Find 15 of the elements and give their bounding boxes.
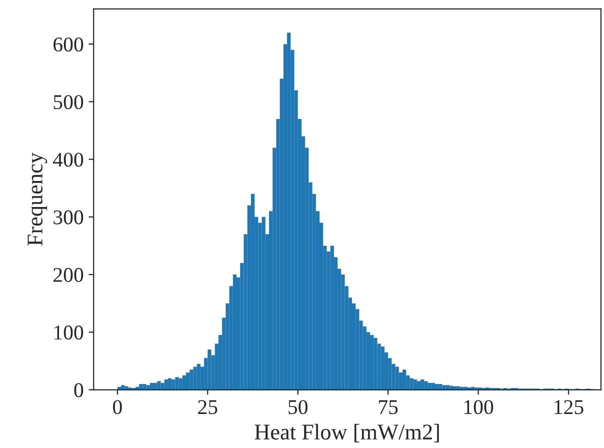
y-tick-label: 600 (54, 37, 84, 52)
x-tick-label: 25 (198, 400, 218, 414)
y-tick-label: 500 (54, 95, 84, 110)
x-axis-title: Heat Flow [mW/m2] (254, 424, 439, 442)
y-tick-label: 0 (74, 383, 84, 398)
y-axis-title: Frequency (28, 152, 48, 246)
y-tick-label: 300 (54, 210, 84, 224)
y-tick-label: 200 (54, 268, 84, 282)
x-tick-label: 125 (554, 400, 584, 414)
y-tick-label: 100 (54, 326, 84, 340)
x-tick-label: 75 (379, 400, 398, 414)
x-tick-label: 0 (113, 400, 122, 414)
y-tick-label: 400 (53, 152, 84, 167)
x-tick-label: 100 (464, 400, 494, 414)
x-tick-label: 50 (288, 400, 308, 414)
